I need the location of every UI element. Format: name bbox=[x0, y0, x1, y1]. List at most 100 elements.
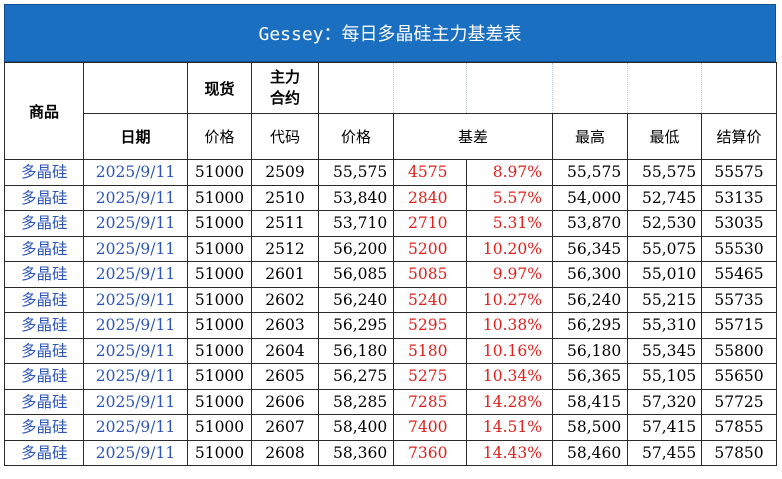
basis-cell: 7400 bbox=[393, 414, 467, 441]
table-row: 多晶硅 2025/9/11 51000 2603 56,295 5295 10.38% 56,… bbox=[4, 312, 777, 339]
spot-price-cell: 51000 bbox=[187, 210, 252, 237]
spot-price-cell: 51000 bbox=[187, 261, 252, 288]
basis-cell: 5085 bbox=[393, 261, 467, 288]
basis-pct-cell: 8.97% bbox=[466, 159, 553, 186]
product-cell: 多晶硅 bbox=[4, 261, 84, 288]
low-cell: 57,455 bbox=[627, 439, 702, 466]
price-cell: 53,840 bbox=[318, 184, 394, 211]
header-spot-price: 价格 bbox=[187, 113, 252, 160]
settle-cell: 53135 bbox=[701, 184, 777, 211]
product-cell: 多晶硅 bbox=[4, 312, 84, 339]
table-row: 多晶硅 2025/9/11 51000 2512 56,200 5200 10.20% 56,… bbox=[4, 235, 777, 262]
date-cell: 2025/9/11 bbox=[83, 235, 188, 262]
high-cell: 53,870 bbox=[552, 210, 628, 237]
contract-code-cell: 2510 bbox=[251, 184, 319, 211]
settle-cell: 55530 bbox=[701, 235, 777, 262]
product-cell: 多晶硅 bbox=[4, 286, 84, 313]
basis-pct-cell: 14.51% bbox=[466, 414, 553, 441]
basis-pct-cell: 10.20% bbox=[466, 235, 553, 262]
product-cell: 多晶硅 bbox=[4, 439, 84, 466]
spot-price-cell: 51000 bbox=[187, 235, 252, 262]
date-cell: 2025/9/11 bbox=[83, 159, 188, 186]
contract-code-cell: 2512 bbox=[251, 235, 319, 262]
header-low: 最低 bbox=[627, 113, 702, 160]
basis-cell: 5240 bbox=[393, 286, 467, 313]
product-cell: 多晶硅 bbox=[4, 235, 84, 262]
settle-cell: 57850 bbox=[701, 439, 777, 466]
table-title: Gessey：每日多晶硅主力基差表 bbox=[4, 4, 776, 62]
high-cell: 56,180 bbox=[552, 337, 628, 364]
product-cell: 多晶硅 bbox=[4, 388, 84, 415]
basis-pct-cell: 10.38% bbox=[466, 312, 553, 339]
header-empty-cell bbox=[393, 62, 467, 114]
spot-price-cell: 51000 bbox=[187, 159, 252, 186]
settle-cell: 57725 bbox=[701, 388, 777, 415]
price-cell: 56,180 bbox=[318, 337, 394, 364]
header-empty-cell bbox=[701, 62, 777, 114]
basis-pct-cell: 10.34% bbox=[466, 363, 553, 390]
spot-price-cell: 51000 bbox=[187, 388, 252, 415]
contract-code-cell: 2608 bbox=[251, 439, 319, 466]
product-cell: 多晶硅 bbox=[4, 159, 84, 186]
basis-pct-cell: 10.27% bbox=[466, 286, 553, 313]
date-cell: 2025/9/11 bbox=[83, 184, 188, 211]
price-cell: 55,575 bbox=[318, 159, 394, 186]
header-empty-cell bbox=[318, 62, 394, 114]
header-empty-cell bbox=[627, 62, 702, 114]
product-cell: 多晶硅 bbox=[4, 210, 84, 237]
spot-price-cell: 51000 bbox=[187, 414, 252, 441]
basis-cell: 5200 bbox=[393, 235, 467, 262]
low-cell: 57,415 bbox=[627, 414, 702, 441]
contract-code-cell: 2606 bbox=[251, 388, 319, 415]
table-row: 多晶硅 2025/9/11 51000 2511 53,710 2710 5.31% 53,8… bbox=[4, 210, 777, 237]
high-cell: 54,000 bbox=[552, 184, 628, 211]
date-cell: 2025/9/11 bbox=[83, 414, 188, 441]
table-row: 多晶硅 2025/9/11 51000 2607 58,400 7400 14.51% 58,… bbox=[4, 414, 777, 441]
table-row: 多晶硅 2025/9/11 51000 2601 56,085 5085 9.97% 56,3… bbox=[4, 261, 777, 288]
low-cell: 55,575 bbox=[627, 159, 702, 186]
low-cell: 55,215 bbox=[627, 286, 702, 313]
basis-table: 商品 现货 主力 合约 日期 价格 代码 价格 基差 最高 最低 结算价 多晶硅… bbox=[4, 62, 777, 466]
table-row: 多晶硅 2025/9/11 51000 2602 56,240 5240 10.27% 56,… bbox=[4, 286, 777, 313]
price-cell: 58,360 bbox=[318, 439, 394, 466]
table-row: 多晶硅 2025/9/11 51000 2606 58,285 7285 14.28% 58,… bbox=[4, 388, 777, 415]
settle-cell: 55715 bbox=[701, 312, 777, 339]
settle-cell: 55465 bbox=[701, 261, 777, 288]
header-code: 代码 bbox=[251, 113, 319, 160]
spot-price-cell: 51000 bbox=[187, 439, 252, 466]
contract-code-cell: 2607 bbox=[251, 414, 319, 441]
high-cell: 56,345 bbox=[552, 235, 628, 262]
high-cell: 56,365 bbox=[552, 363, 628, 390]
date-cell: 2025/9/11 bbox=[83, 337, 188, 364]
high-cell: 55,575 bbox=[552, 159, 628, 186]
high-cell: 58,500 bbox=[552, 414, 628, 441]
contract-code-cell: 2601 bbox=[251, 261, 319, 288]
contract-code-cell: 2604 bbox=[251, 337, 319, 364]
date-cell: 2025/9/11 bbox=[83, 388, 188, 415]
spot-price-cell: 51000 bbox=[187, 363, 252, 390]
basis-pct-cell: 10.16% bbox=[466, 337, 553, 364]
basis-table-container: Gessey：每日多晶硅主力基差表 商品 现货 主力 合约 日期 价格 代码 价… bbox=[4, 4, 777, 466]
high-cell: 58,415 bbox=[552, 388, 628, 415]
date-cell: 2025/9/11 bbox=[83, 210, 188, 237]
header-date: 日期 bbox=[83, 113, 188, 160]
settle-cell: 57855 bbox=[701, 414, 777, 441]
date-cell: 2025/9/11 bbox=[83, 312, 188, 339]
header-empty-cell bbox=[552, 62, 628, 114]
basis-cell: 7360 bbox=[393, 439, 467, 466]
basis-pct-cell: 14.43% bbox=[466, 439, 553, 466]
header-spot: 现货 bbox=[187, 62, 252, 114]
basis-pct-cell: 9.97% bbox=[466, 261, 553, 288]
settle-cell: 55575 bbox=[701, 159, 777, 186]
header-empty-cell bbox=[466, 62, 553, 114]
high-cell: 56,240 bbox=[552, 286, 628, 313]
product-cell: 多晶硅 bbox=[4, 184, 84, 211]
price-cell: 58,400 bbox=[318, 414, 394, 441]
basis-pct-cell: 5.31% bbox=[466, 210, 553, 237]
spot-price-cell: 51000 bbox=[187, 286, 252, 313]
low-cell: 52,530 bbox=[627, 210, 702, 237]
settle-cell: 55650 bbox=[701, 363, 777, 390]
contract-code-cell: 2602 bbox=[251, 286, 319, 313]
settle-cell: 55800 bbox=[701, 337, 777, 364]
product-cell: 多晶硅 bbox=[4, 337, 84, 364]
